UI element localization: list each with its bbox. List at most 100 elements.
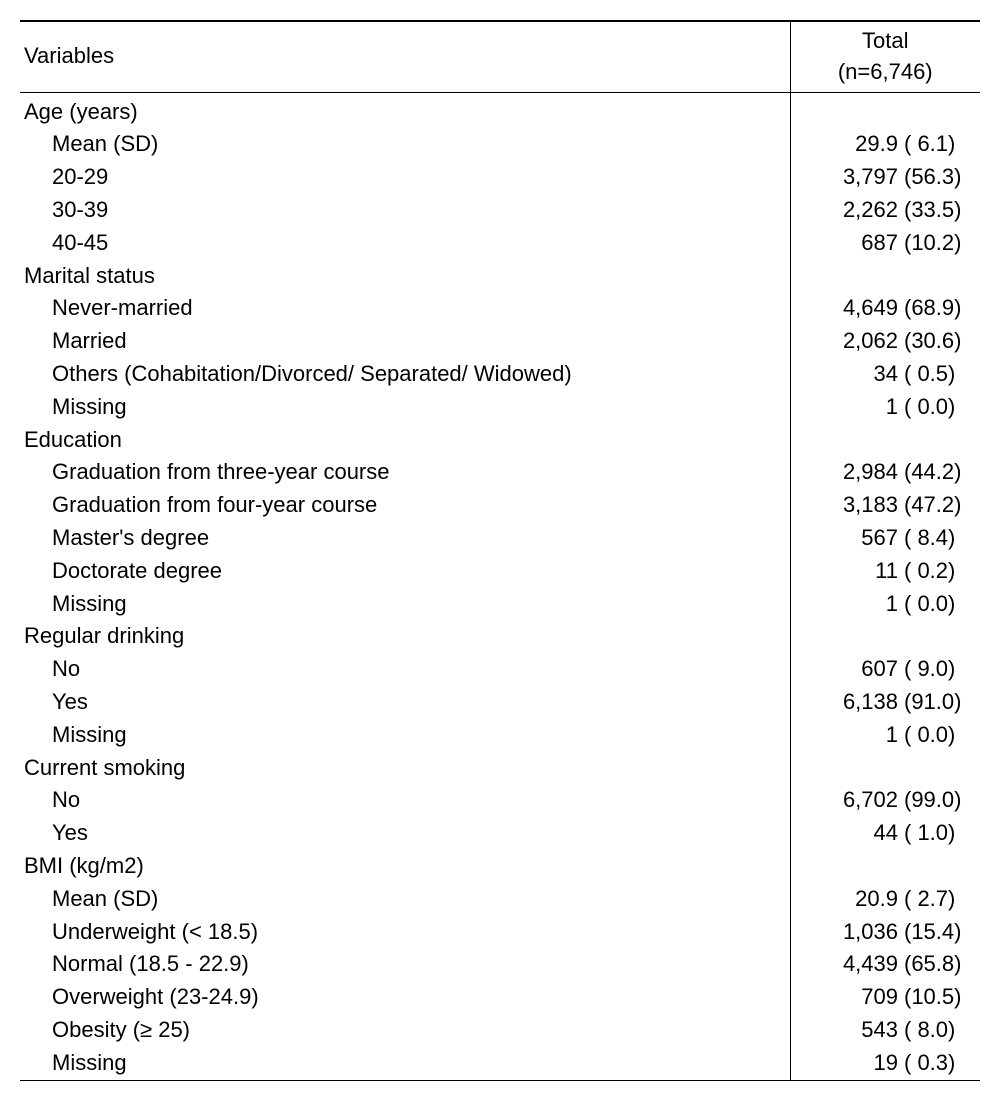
section-label: Age (years): [20, 93, 790, 129]
table-row: Never-married4,649(68.9): [20, 292, 980, 325]
row-label: Obesity (≥ 25): [20, 1014, 790, 1047]
table-row: Overweight (23-24.9)709(10.5): [20, 981, 980, 1014]
row-label: 30-39: [20, 194, 790, 227]
row-pct: (56.3): [900, 161, 980, 194]
row-label: Missing: [20, 719, 790, 752]
characteristics-table: Variables Total (n=6,746) Age (years)Mea…: [20, 20, 980, 1081]
table-row: No6,702(99.0): [20, 784, 980, 817]
row-pct: ( 1.0): [900, 817, 980, 850]
row-pct: (65.8): [900, 948, 980, 981]
table-row: Underweight (< 18.5)1,036(15.4): [20, 916, 980, 949]
row-label: Missing: [20, 1047, 790, 1080]
row-pct: (10.2): [900, 227, 980, 260]
row-label: Normal (18.5 - 22.9): [20, 948, 790, 981]
row-value: 2,062: [790, 325, 900, 358]
row-label: Mean (SD): [20, 128, 790, 161]
row-label: Master's degree: [20, 522, 790, 555]
table-row: 30-392,262(33.5): [20, 194, 980, 227]
table-row: Master's degree567( 8.4): [20, 522, 980, 555]
row-pct: ( 8.4): [900, 522, 980, 555]
section-pct-empty: [900, 752, 980, 785]
row-value: 607: [790, 653, 900, 686]
row-value: 4,649: [790, 292, 900, 325]
row-value: 6,702: [790, 784, 900, 817]
table-row: Doctorate degree11( 0.2): [20, 555, 980, 588]
row-value: 543: [790, 1014, 900, 1047]
row-label: Graduation from four-year course: [20, 489, 790, 522]
table-body: Age (years)Mean (SD)29.9( 6.1)20-293,797…: [20, 92, 980, 1080]
section-header: BMI (kg/m2): [20, 850, 980, 883]
row-pct: ( 9.0): [900, 653, 980, 686]
section-header: Education: [20, 424, 980, 457]
row-label: Overweight (23-24.9): [20, 981, 790, 1014]
row-pct: (47.2): [900, 489, 980, 522]
row-value: 2,262: [790, 194, 900, 227]
row-value: 4,439: [790, 948, 900, 981]
row-pct: (68.9): [900, 292, 980, 325]
table-row: Missing1( 0.0): [20, 588, 980, 621]
row-label: Graduation from three-year course: [20, 456, 790, 489]
table-row: 20-293,797(56.3): [20, 161, 980, 194]
row-value: 567: [790, 522, 900, 555]
row-label: Mean (SD): [20, 883, 790, 916]
row-pct: ( 0.5): [900, 358, 980, 391]
section-value-empty: [790, 424, 900, 457]
row-label: No: [20, 653, 790, 686]
data-table: Variables Total (n=6,746) Age (years)Mea…: [20, 22, 980, 1080]
row-value: 687: [790, 227, 900, 260]
row-value: 1: [790, 391, 900, 424]
section-pct-empty: [900, 260, 980, 293]
table-row: Normal (18.5 - 22.9)4,439(65.8): [20, 948, 980, 981]
table-row: Graduation from three-year course2,984(4…: [20, 456, 980, 489]
row-value: 1: [790, 588, 900, 621]
row-label: Married: [20, 325, 790, 358]
row-value: 34: [790, 358, 900, 391]
section-pct-empty: [900, 850, 980, 883]
row-value: 1: [790, 719, 900, 752]
row-pct: ( 0.0): [900, 391, 980, 424]
row-label: Missing: [20, 391, 790, 424]
section-header: Regular drinking: [20, 620, 980, 653]
row-value: 6,138: [790, 686, 900, 719]
table-row: Others (Cohabitation/Divorced/ Separated…: [20, 358, 980, 391]
header-n: (n=6,746): [838, 59, 933, 84]
section-label: Regular drinking: [20, 620, 790, 653]
row-pct: (91.0): [900, 686, 980, 719]
section-header: Age (years): [20, 93, 980, 129]
row-pct: ( 2.7): [900, 883, 980, 916]
section-header: Current smoking: [20, 752, 980, 785]
row-label: No: [20, 784, 790, 817]
row-value: 44: [790, 817, 900, 850]
row-label: Yes: [20, 686, 790, 719]
row-pct: (33.5): [900, 194, 980, 227]
row-label: Doctorate degree: [20, 555, 790, 588]
rule-bottom: [20, 1080, 980, 1081]
row-pct: (99.0): [900, 784, 980, 817]
table-row: Obesity (≥ 25)543( 8.0): [20, 1014, 980, 1047]
row-pct: ( 0.0): [900, 588, 980, 621]
table-row: Yes6,138(91.0): [20, 686, 980, 719]
section-value-empty: [790, 752, 900, 785]
header-row-1: Variables Total: [20, 22, 980, 57]
row-label: 40-45: [20, 227, 790, 260]
section-label: BMI (kg/m2): [20, 850, 790, 883]
section-label: Education: [20, 424, 790, 457]
row-label: Never-married: [20, 292, 790, 325]
row-pct: ( 0.0): [900, 719, 980, 752]
table-row: Missing19( 0.3): [20, 1047, 980, 1080]
row-value: 20.9: [790, 883, 900, 916]
table-row: Yes44( 1.0): [20, 817, 980, 850]
section-value-empty: [790, 620, 900, 653]
table-row: Married2,062(30.6): [20, 325, 980, 358]
header-variables: Variables: [24, 43, 114, 68]
row-value: 3,797: [790, 161, 900, 194]
row-label: Others (Cohabitation/Divorced/ Separated…: [20, 358, 790, 391]
row-pct: (15.4): [900, 916, 980, 949]
row-value: 709: [790, 981, 900, 1014]
row-label: 20-29: [20, 161, 790, 194]
section-pct-empty: [900, 620, 980, 653]
section-value-empty: [790, 850, 900, 883]
section-label: Current smoking: [20, 752, 790, 785]
row-pct: ( 0.3): [900, 1047, 980, 1080]
row-pct: (10.5): [900, 981, 980, 1014]
